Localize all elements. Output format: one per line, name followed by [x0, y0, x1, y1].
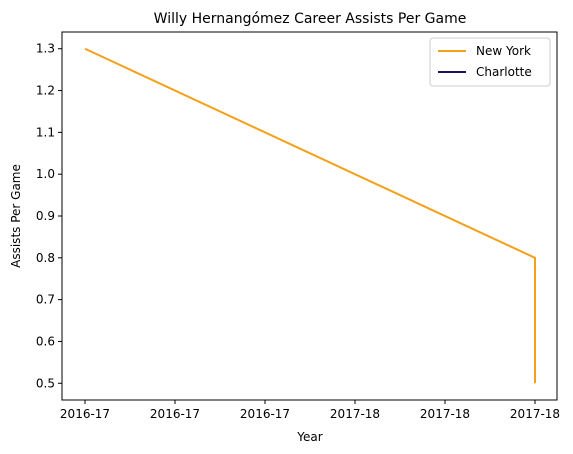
legend-label-charlotte: Charlotte [476, 65, 532, 79]
y-tick-label: 0.8 [36, 251, 55, 265]
x-tick-label: 2017-18 [510, 407, 560, 421]
y-tick-label: 1.0 [36, 167, 55, 181]
y-tick-label: 1.2 [36, 84, 55, 98]
plot-area [62, 32, 557, 400]
y-tick-label: 0.7 [36, 293, 55, 307]
x-tick-label: 2017-18 [330, 407, 380, 421]
x-tick-label: 2017-18 [420, 407, 470, 421]
x-tick-label: 2016-17 [60, 407, 110, 421]
y-tick-label: 1.3 [36, 42, 55, 56]
legend-label-new-york: New York [476, 44, 531, 58]
x-axis-label: Year [296, 430, 322, 444]
plot-background [62, 32, 557, 400]
y-tick-label: 1.1 [36, 125, 55, 139]
y-tick-label: 0.6 [36, 334, 55, 348]
y-tick-label: 0.9 [36, 209, 55, 223]
y-tick-label: 0.5 [36, 376, 55, 390]
x-tick-label: 2016-17 [240, 407, 290, 421]
series-line-new-york [84, 47, 536, 384]
axis-ticks: 0.5 0.6 0.7 0.8 0.9 1.0 1.1 1.2 1.3 2016-17 2016-1… [36, 42, 560, 421]
x-tick-label: 2016-17 [150, 407, 200, 421]
y-axis-label: Assists Per Game [9, 164, 23, 268]
legend: New York Charlotte [429, 37, 551, 87]
series-layer [84, 47, 536, 384]
chart-title: Willy Hernangómez Career Assists Per Gam… [154, 11, 467, 27]
